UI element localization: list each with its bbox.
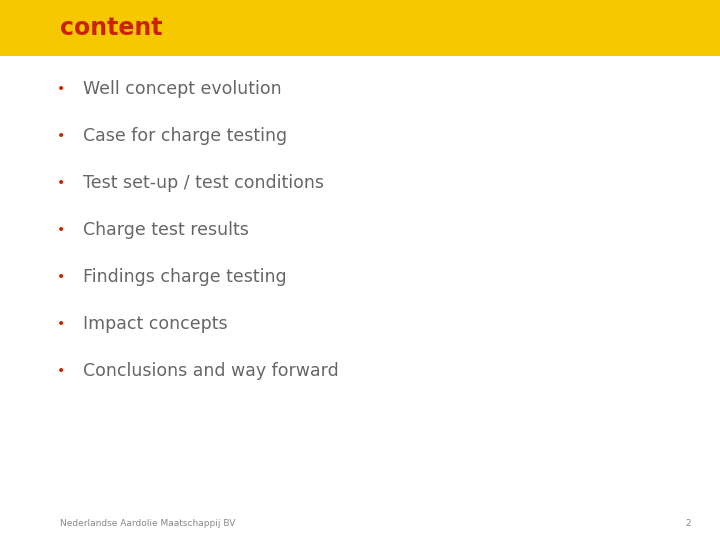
Text: Nederlandse Aardolie Maatschappij BV: Nederlandse Aardolie Maatschappij BV <box>60 519 235 528</box>
Text: Impact concepts: Impact concepts <box>83 315 228 333</box>
Text: Conclusions and way forward: Conclusions and way forward <box>83 362 338 380</box>
Text: Well concept evolution: Well concept evolution <box>83 80 282 98</box>
Text: Test set-up / test conditions: Test set-up / test conditions <box>83 174 324 192</box>
Text: •: • <box>57 129 66 143</box>
Text: 2: 2 <box>685 519 691 528</box>
Text: •: • <box>57 223 66 237</box>
Text: •: • <box>57 364 66 378</box>
Bar <box>0 0 720 56</box>
Text: •: • <box>57 270 66 284</box>
Text: Charge test results: Charge test results <box>83 221 248 239</box>
Text: •: • <box>57 176 66 190</box>
Text: Case for charge testing: Case for charge testing <box>83 127 287 145</box>
Text: content: content <box>60 16 162 40</box>
Text: •: • <box>57 82 66 96</box>
Text: •: • <box>57 317 66 331</box>
Text: Findings charge testing: Findings charge testing <box>83 268 287 286</box>
